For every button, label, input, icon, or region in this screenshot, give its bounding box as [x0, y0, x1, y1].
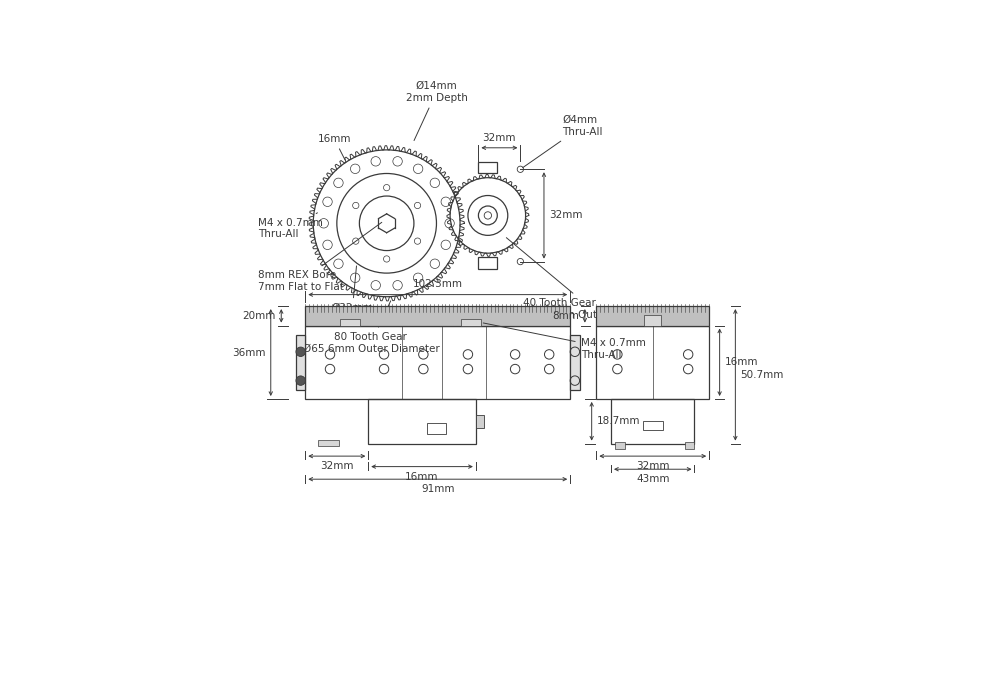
Circle shape	[296, 347, 305, 356]
Text: 16mm: 16mm	[405, 472, 439, 482]
Text: Ø32mm: Ø32mm	[332, 266, 373, 313]
Bar	[643, 421, 663, 430]
Bar	[478, 257, 497, 269]
Bar	[570, 335, 580, 390]
Bar	[478, 162, 497, 174]
Text: 18.7mm: 18.7mm	[597, 416, 640, 426]
Text: 43mm: 43mm	[636, 475, 670, 484]
Text: 8mm: 8mm	[553, 311, 580, 321]
Bar	[318, 440, 339, 446]
Text: 32mm: 32mm	[320, 461, 354, 471]
Text: 32mm: 32mm	[549, 210, 583, 221]
Bar	[296, 335, 305, 390]
Bar	[685, 443, 694, 449]
Bar	[644, 315, 661, 326]
Bar	[305, 326, 570, 399]
Bar	[461, 319, 481, 326]
Circle shape	[296, 376, 305, 385]
Bar	[476, 415, 484, 428]
Text: 20mm: 20mm	[243, 311, 276, 321]
Bar	[427, 422, 446, 434]
Text: 40 Tooth Gear
Ø33.6mm Outer Diameter: 40 Tooth Gear Ø33.6mm Outer Diameter	[506, 238, 660, 319]
Text: 16mm: 16mm	[725, 358, 758, 367]
Text: 80 Tooth Gear
Ø65.6mm Outer Diameter: 80 Tooth Gear Ø65.6mm Outer Diameter	[303, 301, 439, 354]
Text: M4 x 0.7mm
Thru-All: M4 x 0.7mm Thru-All	[483, 323, 646, 360]
Bar	[340, 319, 360, 326]
Text: 91mm: 91mm	[421, 484, 455, 494]
Bar	[596, 326, 709, 399]
Bar	[368, 399, 476, 443]
Text: 36mm: 36mm	[232, 347, 266, 358]
Text: Ø14mm
2mm Depth: Ø14mm 2mm Depth	[406, 81, 467, 140]
Bar	[305, 306, 570, 326]
Text: 50.7mm: 50.7mm	[741, 370, 784, 380]
Text: 16mm: 16mm	[317, 133, 351, 160]
Bar	[596, 306, 709, 326]
Bar	[615, 443, 625, 449]
Text: 32mm: 32mm	[636, 461, 670, 471]
Text: 8mm REX Bore
7mm Flat to Flat: 8mm REX Bore 7mm Flat to Flat	[258, 222, 382, 291]
Text: 102.3mm: 102.3mm	[413, 279, 463, 289]
Text: 32mm: 32mm	[483, 133, 516, 142]
Text: M4 x 0.7mm
Thru-All: M4 x 0.7mm Thru-All	[258, 212, 323, 239]
Bar	[611, 399, 694, 443]
Text: Ø4mm
Thru-All: Ø4mm Thru-All	[523, 115, 603, 168]
